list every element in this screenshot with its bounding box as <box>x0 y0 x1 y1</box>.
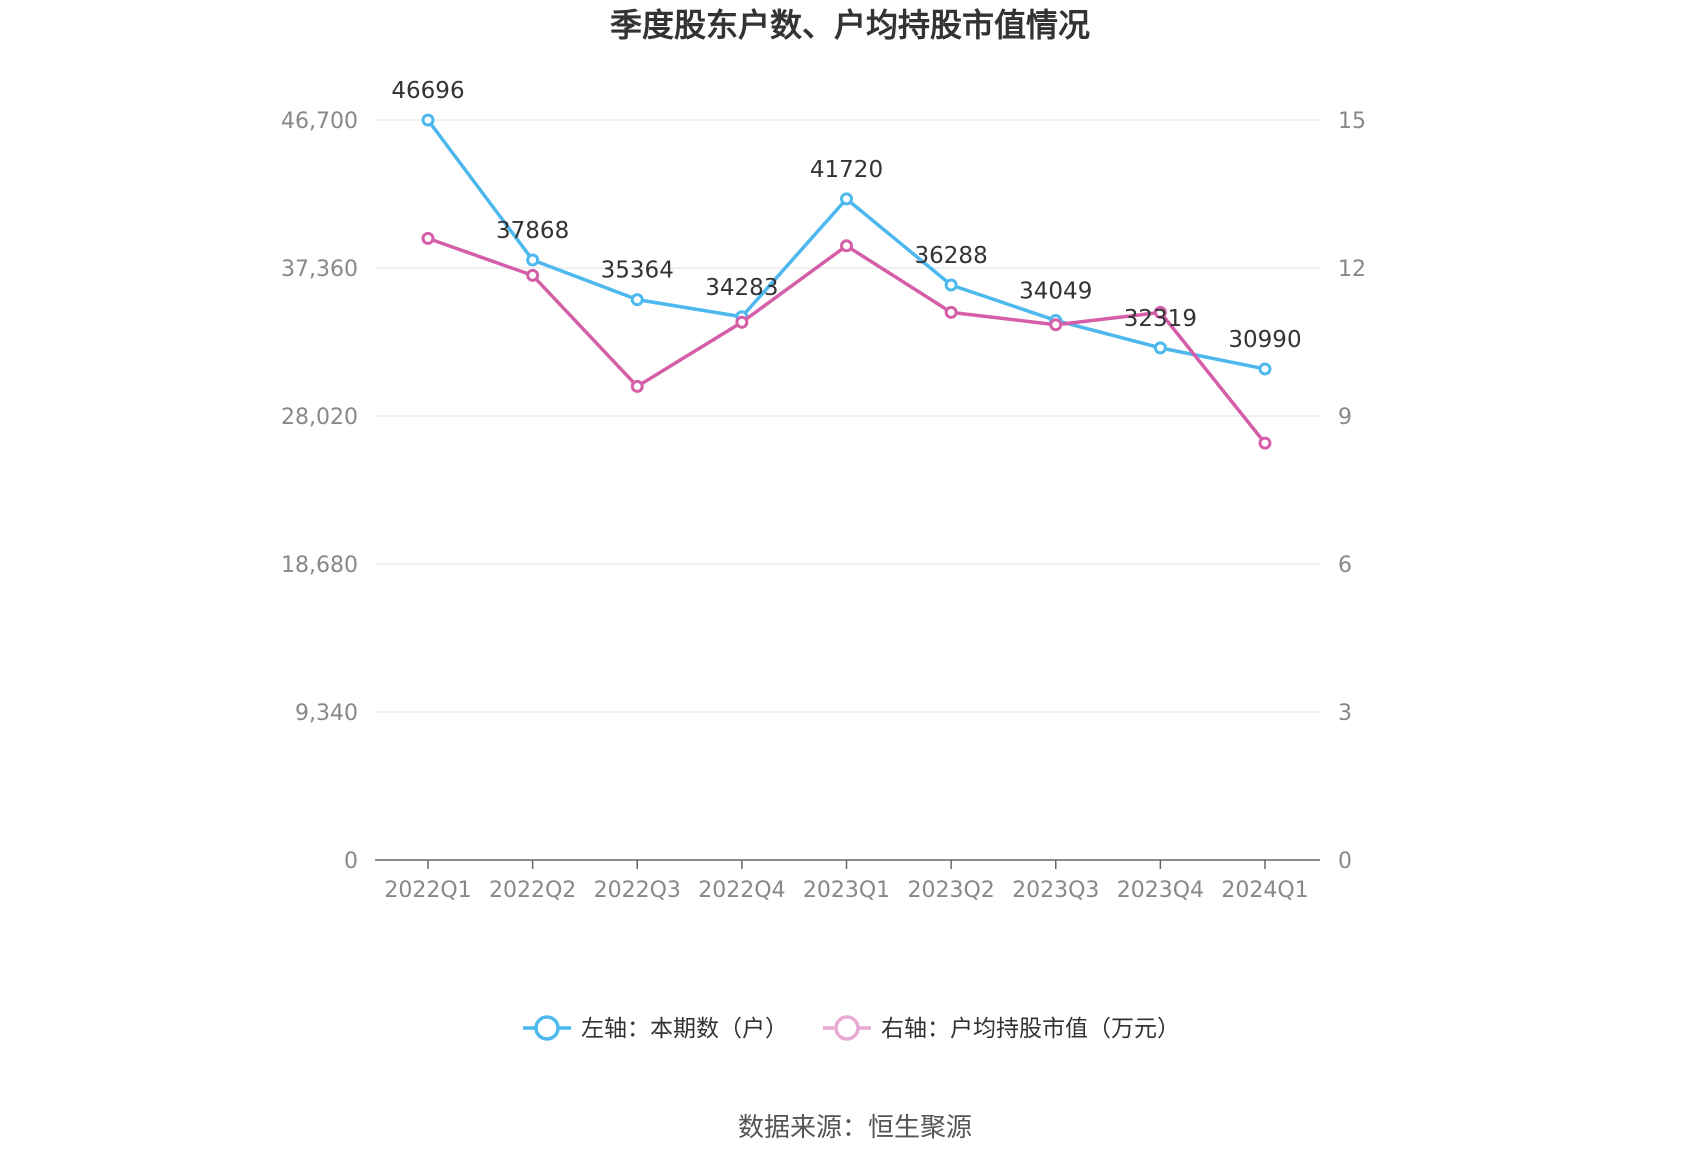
left-axis: 0 9,340 18,680 28,020 37,360 46,700 <box>281 109 358 874</box>
series-2-point <box>1049 318 1063 332</box>
right-tick-label: 0 <box>1338 849 1352 874</box>
legend-item-2[interactable]: 右轴：户均持股市值（万元） <box>823 1015 1180 1042</box>
data-label: 36288 <box>915 243 988 269</box>
series-1-point <box>526 253 540 267</box>
left-tick-label: 18,680 <box>281 553 358 578</box>
legend-item-1[interactable]: 左轴：本期数（户） <box>523 1015 788 1042</box>
chart-title: 季度股东户数、户均持股市值情况 <box>610 6 1090 44</box>
legend-label: 左轴：本期数（户） <box>581 1016 788 1042</box>
x-axis: 2022Q1 2022Q2 2022Q3 2022Q4 2023Q1 2023Q2 2023… <box>375 859 1320 903</box>
right-tick-label: 3 <box>1338 701 1352 726</box>
data-label: 34283 <box>705 275 778 301</box>
x-tick-label: 2023Q2 <box>907 878 994 903</box>
data-label: 41720 <box>810 157 883 183</box>
series-2-point <box>630 379 644 393</box>
x-tick-label: 2022Q1 <box>384 878 471 903</box>
series-1-point <box>630 293 644 307</box>
series-1-point <box>1153 341 1167 355</box>
left-tick-label: 9,340 <box>295 701 358 726</box>
source-note: 数据来源：恒生聚源 <box>738 1113 972 1143</box>
x-tick-label: 2022Q2 <box>489 878 576 903</box>
left-tick-label: 0 <box>344 849 358 874</box>
x-tick-label: 2023Q1 <box>803 878 890 903</box>
left-tick-label: 46,700 <box>281 109 358 134</box>
series-2-point <box>421 231 435 245</box>
series-2-point <box>840 239 853 253</box>
data-label: 35364 <box>601 258 674 284</box>
series-1-point <box>840 192 853 206</box>
legend-label: 右轴：户均持股市值（万元） <box>881 1016 1180 1042</box>
data-label: 34049 <box>1019 278 1092 304</box>
right-tick-label: 9 <box>1338 405 1352 430</box>
left-tick-label: 37,360 <box>281 257 358 282</box>
series-2-point <box>1153 305 1167 319</box>
series-2-point <box>735 315 749 329</box>
data-label: 30990 <box>1228 327 1301 353</box>
right-tick-label: 12 <box>1338 257 1366 282</box>
x-tick-label: 2023Q3 <box>1012 878 1099 903</box>
legend[interactable]: 左轴：本期数（户） 右轴：户均持股市值（万元） <box>523 1015 1180 1042</box>
data-label: 46696 <box>391 78 464 104</box>
series-2-point <box>944 305 958 319</box>
x-tick-label: 2024Q1 <box>1221 878 1308 903</box>
series-2-point <box>526 268 540 282</box>
right-tick-label: 6 <box>1338 553 1352 578</box>
data-label: 32319 <box>1124 306 1197 332</box>
x-tick-label: 2023Q4 <box>1117 878 1204 903</box>
circle-line-marker-icon <box>834 1015 860 1041</box>
series-layer: 46696 37868 35364 34283 41720 36288 34049 32319… <box>391 78 1302 450</box>
series-1-point <box>944 278 958 292</box>
x-tick-label: 2022Q3 <box>594 878 681 903</box>
data-label: 37868 <box>496 218 569 244</box>
series-2-point <box>1258 436 1272 450</box>
right-tick-label: 15 <box>1338 109 1366 134</box>
series-1-point <box>421 113 435 127</box>
grid-lines <box>375 119 1320 713</box>
left-tick-label: 28,020 <box>281 405 358 430</box>
x-tick-label: 2022Q4 <box>698 878 785 903</box>
circle-line-marker-icon <box>534 1015 560 1041</box>
right-axis: 0 3 6 9 12 15 <box>1338 109 1366 874</box>
series-1-point <box>1258 362 1272 376</box>
